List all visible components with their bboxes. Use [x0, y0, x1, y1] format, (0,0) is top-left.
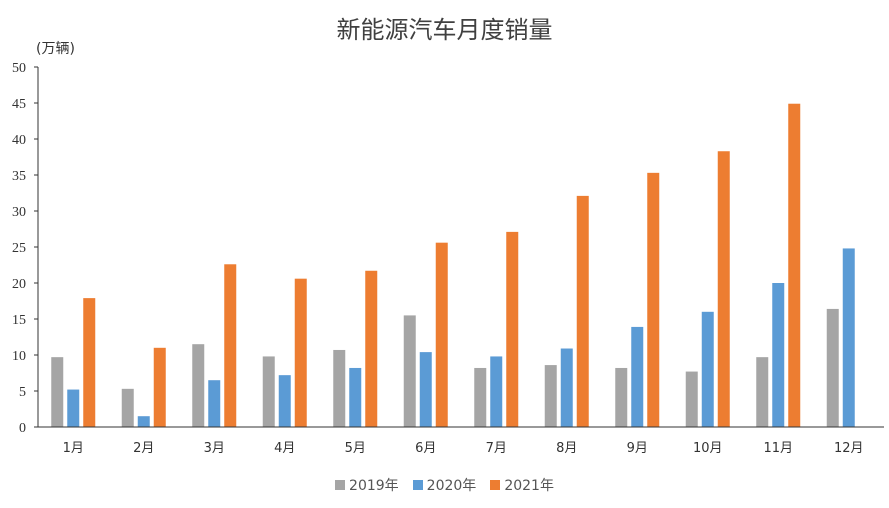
legend-item: 2019年: [335, 475, 399, 495]
bar-2019年-8月: [544, 365, 557, 427]
bar-2019年-6月: [403, 315, 416, 427]
y-axis-unit-label: (万辆): [36, 41, 75, 57]
bar-marks: [51, 103, 855, 428]
bar-2020年-6月: [419, 352, 432, 427]
legend: 2019年 2020年 2021年: [0, 475, 889, 495]
y-tick-label: 35: [12, 169, 26, 184]
x-category-label: 3月: [204, 441, 225, 456]
bar-2020年-9月: [631, 326, 644, 427]
bar-2021年-7月: [506, 231, 519, 427]
chart-title: 新能源汽车月度销量: [336, 16, 553, 44]
bar-2020年-4月: [278, 375, 291, 427]
bar-2020年-7月: [490, 356, 503, 427]
bar-2019年-4月: [262, 356, 275, 427]
legend-item: 2021年: [490, 475, 554, 495]
legend-swatch: [412, 480, 423, 490]
bar-2020年-5月: [349, 367, 362, 427]
bar-2019年-9月: [615, 367, 628, 427]
y-tick-label: 20: [12, 277, 26, 292]
bar-2019年-5月: [333, 349, 346, 427]
bar-2020年-1月: [67, 389, 80, 427]
x-category-label: 2月: [133, 441, 154, 456]
bar-2020年-3月: [208, 380, 221, 427]
legend-swatch: [490, 480, 501, 490]
x-category-label: 11月: [763, 441, 793, 456]
y-tick-label: 50: [12, 61, 26, 76]
y-tick-label: 15: [12, 313, 26, 328]
legend-label: 2021年: [504, 478, 554, 494]
x-category-label: 1月: [63, 441, 84, 456]
bar-2021年-4月: [294, 278, 307, 427]
legend-label: 2020年: [426, 478, 477, 494]
legend-swatch: [335, 480, 346, 490]
bar-2019年-7月: [474, 367, 487, 427]
legend-label: 2019年: [349, 478, 399, 494]
bar-2021年-10月: [717, 151, 730, 428]
y-tick-label: 30: [12, 205, 26, 220]
bar-2019年-2月: [121, 388, 134, 427]
y-tick-label: 25: [12, 241, 26, 256]
y-tick-label: 45: [12, 97, 26, 112]
bar-2021年-2月: [153, 347, 166, 427]
y-tick-label: 10: [12, 349, 26, 364]
y-axis-ticks: 0 5 10 15 20 25 30 35 40 45 50: [12, 61, 38, 436]
bar-2019年-12月: [826, 308, 839, 427]
bar-2019年-3月: [192, 344, 205, 427]
bar-2020年-11月: [772, 283, 785, 427]
y-tick-label: 40: [12, 133, 26, 148]
x-category-label: 10月: [693, 441, 723, 456]
x-category-label: 12月: [834, 441, 864, 456]
y-tick-label: 5: [19, 385, 26, 400]
bar-2021年-11月: [788, 103, 801, 427]
legend-item: 2020年: [412, 475, 477, 495]
x-category-label: 9月: [627, 441, 648, 456]
x-category-label: 7月: [486, 441, 507, 456]
bar-2021年-9月: [647, 172, 660, 427]
bar-2021年-6月: [435, 242, 448, 427]
bar-2020年-12月: [842, 248, 855, 427]
bar-2020年-2月: [137, 416, 150, 427]
x-category-label: 4月: [274, 441, 295, 456]
x-axis-labels: 1月 2月 3月 4月 5月 6月 7月 8月 9月 10月 11月 12月: [63, 441, 864, 456]
bar-2019年-10月: [685, 371, 698, 427]
bar-2021年-3月: [224, 264, 237, 427]
bar-2019年-1月: [51, 357, 64, 427]
bar-2020年-8月: [560, 348, 573, 427]
y-tick-label: 0: [19, 421, 26, 436]
bar-2020年-10月: [701, 311, 714, 427]
bar-2019年-11月: [756, 357, 769, 427]
x-category-label: 6月: [415, 441, 436, 456]
x-category-label: 8月: [556, 441, 577, 456]
bar-2021年-8月: [576, 195, 589, 427]
bar-2021年-5月: [365, 270, 378, 427]
bar-2021年-1月: [83, 298, 96, 427]
x-category-label: 5月: [345, 441, 366, 456]
